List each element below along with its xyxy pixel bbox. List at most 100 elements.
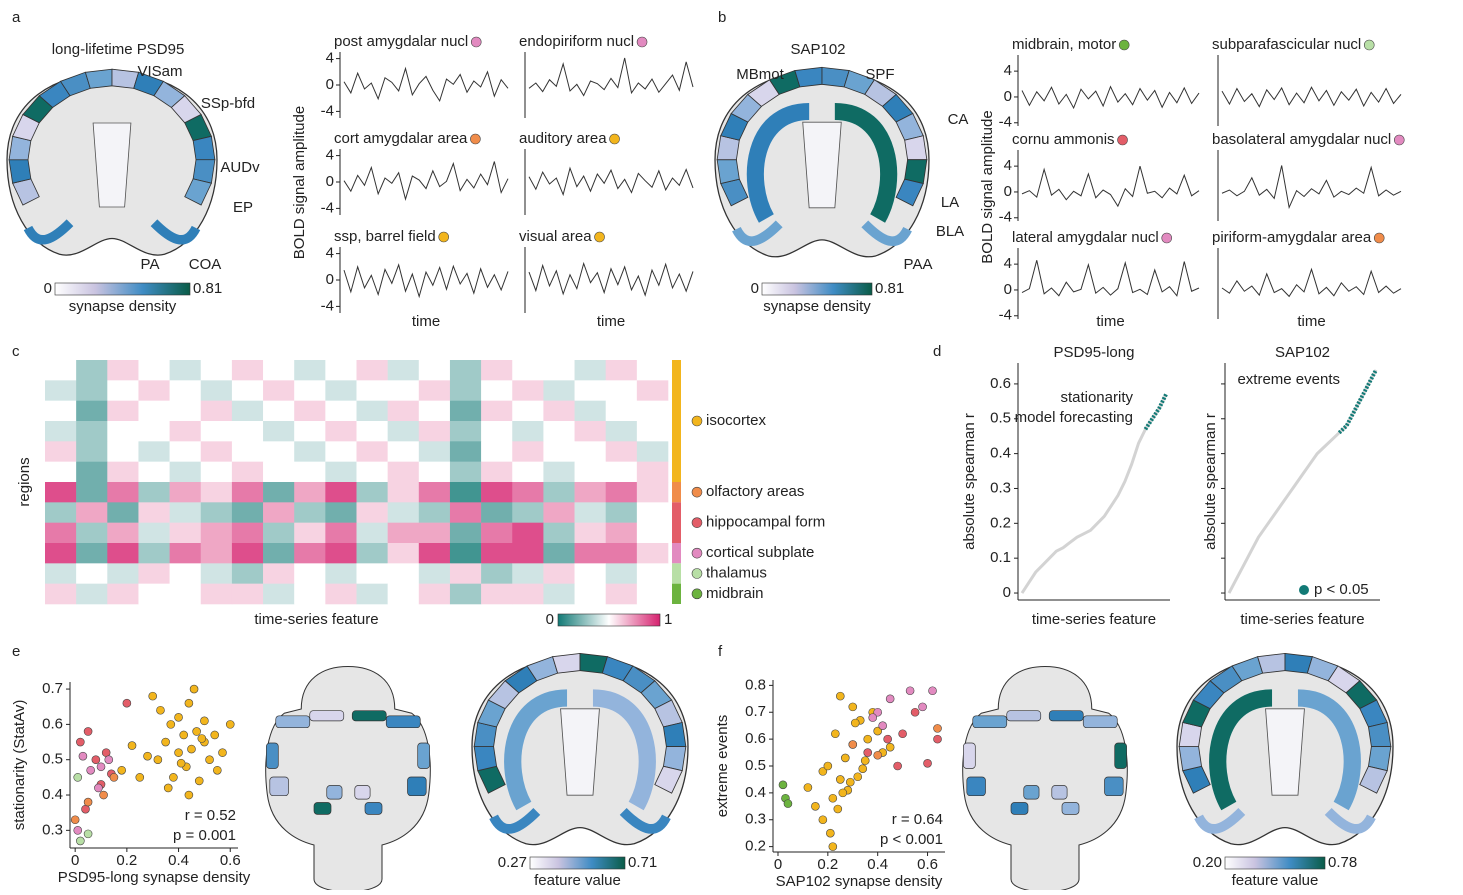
point — [836, 775, 844, 783]
heatmap-cell — [263, 441, 294, 462]
heatmap-cell — [512, 523, 543, 544]
heatmap-cell — [419, 523, 450, 544]
heatmap-cell — [76, 584, 107, 605]
heatmap-cell — [388, 502, 419, 523]
heatmap-cell — [138, 462, 169, 483]
heatmap-cell — [201, 543, 232, 564]
heatmap-cell — [606, 502, 637, 523]
heatmap-cell — [357, 441, 388, 462]
point — [190, 685, 198, 693]
point — [162, 738, 170, 746]
heatmap-cell — [201, 380, 232, 401]
x-tick-label: 0.4 — [168, 852, 189, 869]
heatmap-cell — [575, 421, 606, 442]
heatmap-cell — [232, 543, 263, 564]
heatmap-cell — [637, 360, 668, 381]
point — [200, 717, 208, 725]
heatmap-cell — [357, 462, 388, 483]
point — [829, 843, 837, 851]
point — [839, 789, 847, 797]
point — [92, 756, 100, 764]
trace-line — [529, 58, 693, 96]
point — [100, 791, 108, 799]
heatmap-cell — [294, 482, 325, 503]
point — [144, 752, 152, 760]
heatmap-cell — [107, 502, 138, 523]
brain-region — [717, 160, 739, 184]
heatmap-cell — [170, 563, 201, 584]
heatmap-cell — [481, 543, 512, 564]
heatmap-cell — [637, 584, 668, 605]
heatmap-cell — [388, 523, 419, 544]
heatmap-cell — [325, 584, 356, 605]
heatmap-cell — [543, 584, 574, 605]
heatmap-cell — [606, 543, 637, 564]
legend-dot — [1299, 585, 1309, 595]
heatmap-cell — [263, 523, 294, 544]
trace-title: piriform-amygdalar area — [1212, 229, 1372, 246]
y-tick-label: 0.3 — [745, 811, 766, 828]
brain-region — [474, 747, 496, 771]
heatmap-cell — [107, 441, 138, 462]
y-tick-label: 0 — [1004, 88, 1012, 105]
y-tick-label: 0.8 — [745, 676, 766, 693]
point — [779, 781, 787, 789]
point — [84, 727, 92, 735]
heatmap-cell — [325, 441, 356, 462]
heatmap-cell — [201, 502, 232, 523]
point — [128, 742, 136, 750]
annotation: p = 0.001 — [173, 827, 236, 844]
heatmap-cell — [606, 380, 637, 401]
heatmap-cell — [325, 462, 356, 483]
brain-region — [355, 786, 370, 800]
heatmap-cell — [543, 563, 574, 584]
brain-region — [1052, 786, 1067, 800]
group-bar — [672, 482, 681, 502]
point — [175, 713, 183, 721]
brain-region — [1049, 711, 1083, 721]
y-tick-label: 4 — [1004, 157, 1012, 174]
colorbar-tick-label: 0 — [751, 280, 759, 297]
panel-letter: e — [12, 643, 20, 660]
heatmap-cell — [606, 401, 637, 422]
heatmap-cell — [606, 523, 637, 544]
heatmap-cell — [450, 584, 481, 605]
colorbar-tick-label: 0 — [546, 611, 554, 628]
brain-region — [1024, 786, 1039, 800]
x-tick-label: 0.6 — [220, 852, 241, 869]
brain-horizontal — [963, 667, 1128, 891]
brain-region — [663, 722, 685, 746]
heatmap-cell — [107, 401, 138, 422]
heatmap-cell — [481, 380, 512, 401]
heatmap-cell — [481, 584, 512, 605]
trace-line — [344, 162, 508, 200]
trace-line — [529, 168, 693, 194]
brain-region — [9, 160, 31, 183]
legend-dot — [637, 37, 647, 47]
heatmap-cell — [637, 462, 668, 483]
curve — [1229, 370, 1376, 593]
group-bar — [672, 543, 681, 563]
heatmap-cell — [388, 421, 419, 442]
heatmap-cell — [637, 482, 668, 503]
point — [118, 766, 126, 774]
y-tick-label: 0.4 — [990, 445, 1011, 462]
point — [894, 762, 902, 770]
x-axis-label: time — [1297, 313, 1325, 330]
heatmap-cell — [512, 401, 543, 422]
point — [841, 754, 849, 762]
point — [94, 784, 102, 792]
trace-title: subparafascicular nucl — [1212, 36, 1361, 53]
heatmap-cell — [76, 421, 107, 442]
heatmap-cell — [606, 584, 637, 605]
legend-dot — [692, 416, 702, 426]
heatmap-cell — [512, 563, 543, 584]
annotation: extreme events — [1237, 371, 1340, 388]
colorbar-tick-label: 0.20 — [1193, 854, 1222, 871]
heatmap-cell — [543, 360, 574, 381]
heatmap-cell — [606, 360, 637, 381]
heatmap-cell — [107, 523, 138, 544]
point — [851, 719, 859, 727]
point — [879, 722, 887, 730]
heatmap-cell — [76, 523, 107, 544]
